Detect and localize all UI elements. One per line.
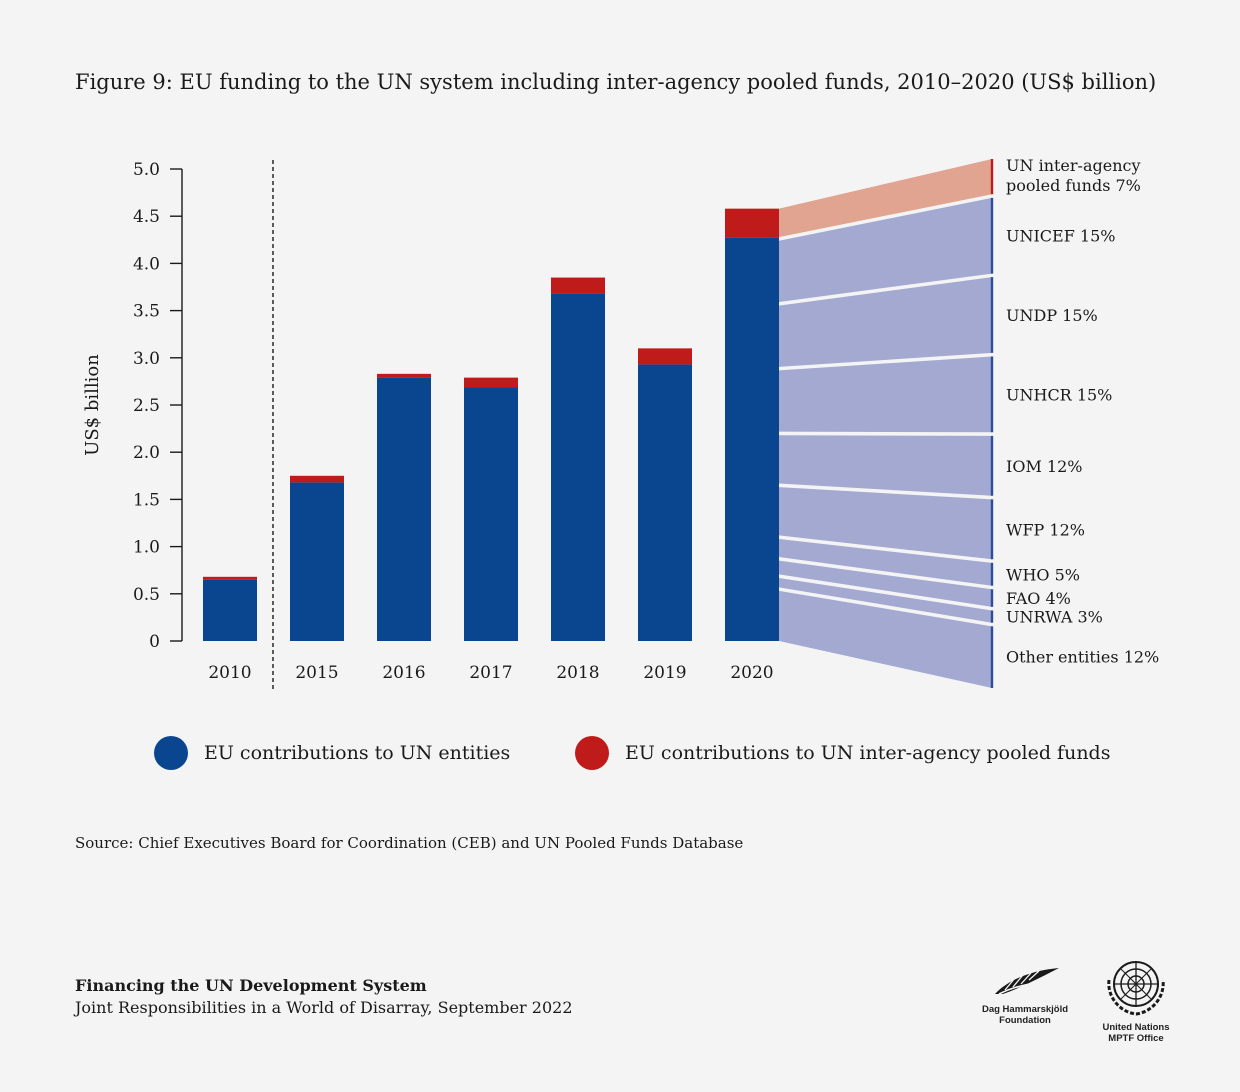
bar-entities — [551, 293, 605, 641]
breakdown-segment — [779, 277, 992, 367]
breakdown-label: FAO 4% — [1006, 589, 1071, 608]
y-tick-label: 1.5 — [133, 490, 160, 510]
y-tick-label: 0.5 — [133, 585, 160, 605]
bar-pooled — [551, 277, 605, 294]
breakdown-segment — [779, 539, 992, 586]
legend-dot-icon — [154, 736, 188, 770]
breakdown-segment — [779, 197, 992, 302]
source-note: Source: Chief Executives Board for Coord… — [75, 834, 744, 852]
logo-text: United Nations — [1102, 1022, 1170, 1033]
bar-pooled — [464, 377, 518, 388]
bar-pooled — [638, 348, 692, 365]
breakdown-label: UNICEF 15% — [1006, 227, 1115, 246]
breakdown-segment — [779, 560, 992, 607]
breakdown-segment — [779, 159, 992, 238]
un-emblem-icon — [1107, 961, 1165, 1016]
x-tick-label: 2020 — [730, 663, 773, 683]
x-tick-label: 2016 — [382, 663, 425, 683]
breakdown-segment — [779, 487, 992, 560]
breakdown-label: WHO 5% — [1006, 565, 1080, 584]
bar-entities — [290, 482, 344, 641]
y-tick-label: 4.0 — [133, 254, 160, 274]
logo-text: MPTF Office — [1108, 1033, 1164, 1044]
legend-dot-icon — [575, 736, 609, 770]
x-tick-label: 2010 — [208, 663, 251, 683]
chart-title: Figure 9: EU funding to the UN system in… — [75, 70, 1157, 94]
bar-pooled — [725, 208, 779, 238]
legend-item-entities: EU contributions to UN entities — [154, 736, 510, 770]
x-tick-label: 2019 — [643, 663, 686, 683]
logo-text: Dag Hammarskjöld — [981, 1004, 1069, 1015]
bar-pooled — [377, 373, 431, 378]
breakdown-segment — [779, 577, 992, 623]
legend-label: EU contributions to UN entities — [204, 742, 511, 764]
x-tick-label: 2017 — [469, 663, 512, 683]
y-tick-label: 3.0 — [133, 349, 160, 369]
legend: EU contributions to UN entities EU contr… — [0, 736, 1240, 776]
y-tick-label: 1.0 — [133, 538, 160, 558]
breakdown-label: UN inter-agency — [1006, 156, 1141, 175]
y-tick-label: 2.5 — [133, 396, 160, 416]
legend-label: EU contributions to UN inter-agency pool… — [625, 742, 1111, 764]
bar-entities — [638, 364, 692, 641]
y-axis-label: US$ billion — [82, 354, 103, 456]
bar-entities — [377, 377, 431, 641]
leaf-icon — [995, 968, 1059, 995]
y-tick-label: 2.0 — [133, 443, 160, 463]
logo-text: Foundation — [999, 1015, 1051, 1026]
breakdown-label: UNHCR 15% — [1006, 385, 1112, 404]
breakdown-segment — [779, 590, 992, 688]
x-tick-label: 2015 — [295, 663, 338, 683]
breakdown-label: UNDP 15% — [1006, 306, 1098, 325]
legend-item-pooled: EU contributions to UN inter-agency pool… — [575, 736, 1110, 770]
bar-chart: 0 0.5 1.0 1.5 2.0 2.5 3.0 3.5 4.0 4.5 5.0 US$ billi… — [82, 156, 1159, 690]
breakdown-segment — [779, 435, 992, 496]
breakdown-label: WFP 12% — [1006, 520, 1085, 539]
y-tick-label: 5.0 — [133, 160, 160, 180]
bar-pooled — [203, 576, 257, 580]
x-tick-label: 2018 — [556, 663, 599, 683]
y-tick-label: 0 — [149, 632, 160, 652]
bar-entities — [725, 237, 779, 642]
breakdown-label: Other entities 12% — [1006, 647, 1159, 666]
breakdown-label: IOM 12% — [1006, 457, 1082, 476]
dag-hammarskjold-logo: Dag Hammarskjöld Foundation — [970, 964, 1080, 1026]
bar-pooled — [290, 475, 344, 483]
bar-entities — [203, 579, 257, 641]
bar-entities — [464, 387, 518, 641]
footer-subtitle: Joint Responsibilities in a World of Dis… — [75, 998, 573, 1017]
breakdown-label: UNRWA 3% — [1006, 608, 1103, 627]
un-emblem-logo: United Nations MPTF Office — [1093, 952, 1179, 1044]
y-tick-label: 3.5 — [133, 302, 160, 322]
breakdown-segment — [779, 356, 992, 433]
y-tick-label: 4.5 — [133, 207, 160, 227]
breakdown-label: pooled funds 7% — [1006, 176, 1141, 195]
footer-title: Financing the UN Development System — [75, 976, 427, 995]
